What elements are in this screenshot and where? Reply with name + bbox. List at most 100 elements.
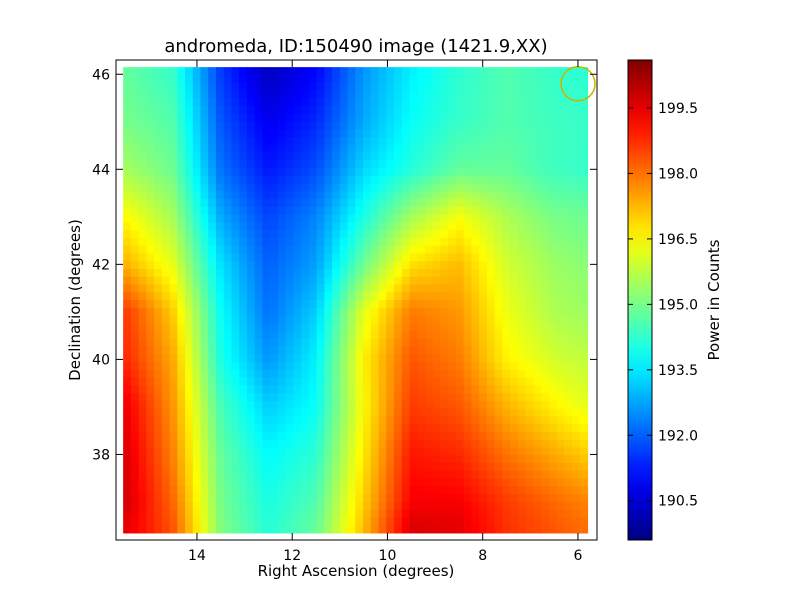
heatmap-cell xyxy=(285,362,294,371)
heatmap-cell xyxy=(533,292,542,301)
heatmap-cell xyxy=(448,431,457,441)
heatmap-cell xyxy=(324,245,333,255)
heatmap-cell xyxy=(455,168,465,177)
heatmap-cell xyxy=(161,222,171,231)
heatmap-cell xyxy=(440,214,449,223)
heatmap-cell xyxy=(347,121,356,130)
heatmap-cell xyxy=(177,377,186,386)
heatmap-cell xyxy=(130,300,140,309)
heatmap-cell xyxy=(394,152,403,161)
heatmap-cell xyxy=(556,377,565,386)
heatmap-cell xyxy=(347,494,356,503)
heatmap-cell xyxy=(564,478,573,487)
heatmap-cell xyxy=(301,377,310,386)
heatmap-cell xyxy=(146,517,155,526)
heatmap-cell xyxy=(223,105,233,115)
heatmap-cell xyxy=(239,245,248,255)
heatmap-cell xyxy=(347,323,356,332)
heatmap-cell xyxy=(270,253,279,262)
heatmap-cell xyxy=(525,292,534,301)
heatmap-cell xyxy=(479,98,488,107)
heatmap-cell xyxy=(502,501,511,511)
heatmap-cell xyxy=(378,261,387,270)
heatmap-cell xyxy=(316,494,325,503)
heatmap-cell xyxy=(355,463,364,472)
heatmap-cell xyxy=(424,253,434,262)
heatmap-cell xyxy=(285,486,294,495)
heatmap-cell xyxy=(270,377,279,386)
heatmap-cell xyxy=(138,486,147,495)
heatmap-cell xyxy=(424,191,434,200)
heatmap-cell xyxy=(161,230,171,239)
heatmap-cell xyxy=(154,121,163,130)
heatmap-cell xyxy=(293,74,302,84)
heatmap-cell xyxy=(424,509,434,518)
heatmap-cell xyxy=(270,74,279,84)
heatmap-cell xyxy=(308,98,318,107)
heatmap-cell xyxy=(463,183,472,192)
heatmap-cell xyxy=(208,362,217,371)
heatmap-cell xyxy=(463,121,472,130)
heatmap-cell xyxy=(401,362,411,371)
heatmap-cell xyxy=(123,222,132,231)
heatmap-cell xyxy=(347,129,356,138)
heatmap-cell xyxy=(440,455,449,464)
y-axis-label: Declination (degrees) xyxy=(66,219,84,381)
heatmap-cell xyxy=(432,385,442,394)
heatmap-cell xyxy=(246,416,256,425)
heatmap-cell xyxy=(231,168,240,177)
heatmap-cell xyxy=(556,416,565,425)
heatmap-cell xyxy=(564,331,573,340)
heatmap-cell xyxy=(231,175,240,185)
heatmap-cell xyxy=(246,517,256,526)
heatmap-cell xyxy=(486,400,496,410)
heatmap-cell xyxy=(486,447,496,456)
heatmap-cell xyxy=(301,199,310,208)
heatmap-cell xyxy=(161,494,171,503)
heatmap-cell xyxy=(332,90,341,99)
heatmap-cell xyxy=(502,408,511,418)
heatmap-cell xyxy=(409,136,418,146)
heatmap-cell xyxy=(409,346,418,355)
heatmap-cell xyxy=(556,152,565,161)
heatmap-cell xyxy=(185,447,194,456)
heatmap-cell xyxy=(370,284,380,293)
heatmap-cell xyxy=(494,284,503,293)
heatmap-cell xyxy=(177,160,186,169)
heatmap-cell xyxy=(579,82,589,92)
heatmap-cell xyxy=(246,369,256,379)
heatmap-cell xyxy=(154,268,163,278)
heatmap-cell xyxy=(486,175,496,185)
heatmap-cell xyxy=(386,245,395,255)
heatmap-cell xyxy=(386,486,395,495)
heatmap-cell xyxy=(564,362,573,371)
heatmap-cell xyxy=(154,346,163,355)
heatmap-cell xyxy=(254,276,264,286)
heatmap-cell xyxy=(138,331,147,340)
heatmap-cell xyxy=(154,222,163,231)
heatmap-cell xyxy=(572,98,581,107)
heatmap-cell xyxy=(510,175,519,185)
heatmap-cell xyxy=(525,385,534,394)
heatmap-cell xyxy=(339,276,349,286)
heatmap-cell xyxy=(339,245,349,255)
heatmap-cell xyxy=(494,408,503,418)
heatmap-cell xyxy=(533,439,542,449)
heatmap-cell xyxy=(169,369,178,379)
heatmap-cell xyxy=(347,354,356,363)
heatmap-cell xyxy=(510,331,519,340)
heatmap-cell xyxy=(293,144,302,154)
heatmap-cell xyxy=(177,214,186,223)
heatmap-cell xyxy=(355,400,364,410)
heatmap-cell xyxy=(223,470,233,480)
heatmap-cell xyxy=(254,307,264,317)
heatmap-cell xyxy=(424,168,434,177)
heatmap-cell xyxy=(378,74,387,84)
heatmap-cell xyxy=(169,424,178,433)
heatmap-cell xyxy=(177,300,186,309)
heatmap-cell xyxy=(308,237,318,247)
heatmap-cell xyxy=(308,400,318,410)
heatmap-cell xyxy=(448,501,457,511)
heatmap-cell xyxy=(246,191,256,200)
heatmap-cell xyxy=(123,183,132,192)
